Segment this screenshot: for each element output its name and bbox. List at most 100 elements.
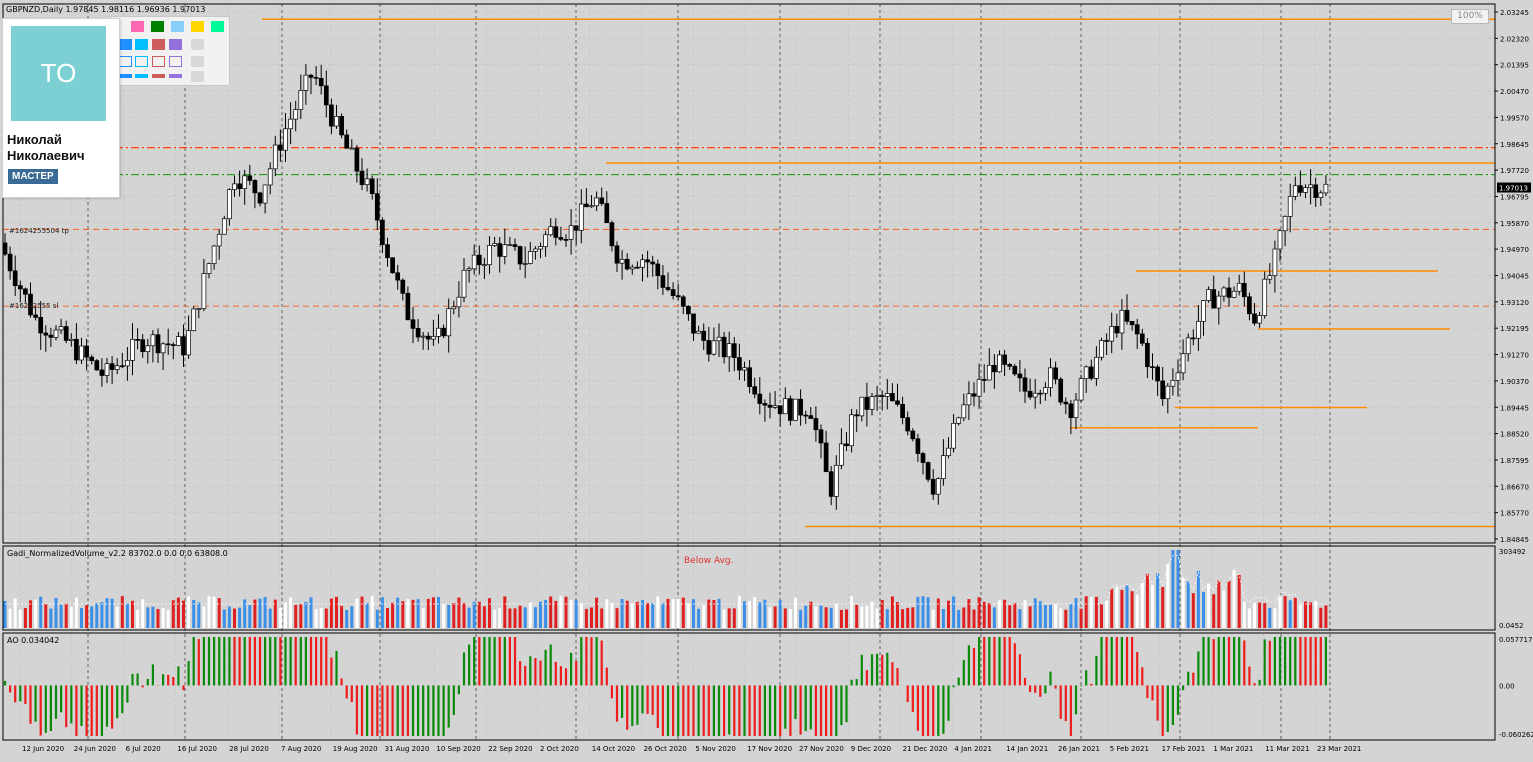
bear-candle (604, 203, 610, 224)
volume-bar (518, 605, 522, 628)
bear-candle (329, 104, 334, 127)
palette-swatch-gold[interactable] (191, 21, 204, 32)
volume-bar (396, 597, 400, 628)
volume-bar (350, 606, 354, 628)
palette-outline-blue[interactable] (119, 56, 132, 67)
bear-candle (1007, 364, 1013, 367)
palette-line-sky[interactable] (135, 74, 148, 78)
zoom-button[interactable]: 100% (1451, 9, 1489, 24)
bear-candle (1058, 378, 1064, 403)
bull-candle (1323, 183, 1329, 194)
volume-bar (115, 606, 119, 628)
palette-swatch-lightblue[interactable] (171, 21, 184, 32)
palette-line-blue[interactable] (119, 74, 132, 78)
palette-outline-purple[interactable] (169, 56, 182, 67)
volume-bar (957, 609, 961, 628)
volume-bar (375, 609, 379, 628)
volume-bar (860, 606, 864, 628)
volume-bar (447, 604, 451, 628)
bull-candle (961, 404, 967, 419)
palette-outline-sky[interactable] (135, 56, 148, 67)
tool-dot-icon[interactable] (191, 39, 204, 50)
bull-candle (227, 189, 232, 220)
bear-candle (33, 314, 38, 318)
volume-bar (564, 596, 568, 628)
bear-candle (737, 357, 742, 371)
volume-bar (8, 608, 12, 628)
volume-bar (452, 602, 456, 628)
volume-bar (1140, 582, 1144, 628)
bear-candle (170, 344, 176, 346)
volume-bar (1191, 593, 1195, 628)
volume-bar (1115, 586, 1119, 628)
volume-bar (651, 603, 655, 628)
price-panel-frame (2, 3, 1496, 544)
palette-line-red[interactable] (152, 74, 165, 78)
volume-bar (161, 607, 165, 628)
volume-bar (748, 600, 752, 628)
volume-bar (1273, 608, 1277, 628)
bear-candle (563, 239, 569, 241)
palette-swatch-purple[interactable] (169, 39, 182, 50)
palette-outline-red[interactable] (152, 56, 165, 67)
volume-bar (23, 608, 27, 628)
bear-candle (614, 245, 620, 264)
volume-bar (18, 609, 22, 628)
axes: 2.03245 2.02320 2.01395 2.00470 1.99570 1.986… (22, 9, 1533, 753)
bear-candle (1124, 309, 1130, 322)
volume-bar (1089, 596, 1093, 628)
palette-swatch-blue[interactable] (119, 39, 132, 50)
bear-candle (864, 396, 870, 410)
volume-bar (778, 600, 782, 628)
bull-candle (1170, 380, 1176, 387)
volume-bar (559, 596, 563, 628)
bear-candle (181, 336, 186, 356)
date-tick-label: 21 Dec 2020 (903, 745, 948, 753)
volume-bar (95, 603, 99, 628)
volume-bar (1130, 591, 1134, 628)
bull-candle (242, 175, 248, 189)
palette-line-purple[interactable] (169, 74, 182, 78)
volume-bar (620, 598, 624, 628)
bull-candle (696, 330, 701, 334)
palette-swatch-mint[interactable] (211, 21, 224, 32)
date-tick-label: 22 Sep 2020 (488, 745, 532, 753)
palette-swatch-green[interactable] (151, 21, 164, 32)
volume-bar (845, 609, 848, 628)
bear-candle (890, 393, 895, 402)
volume-bar (1018, 609, 1022, 628)
volume-bar (406, 599, 410, 628)
trend-tool-icon[interactable] (191, 71, 204, 82)
bear-candle (981, 379, 987, 381)
bear-candle (599, 197, 605, 204)
author-profile-card[interactable]: TO Николай Николаевич МАСТЕР (2, 18, 120, 198)
bull-candle (272, 144, 278, 170)
palette-swatch-sky[interactable] (135, 39, 148, 50)
volume-bar (906, 607, 910, 628)
volume-bar (182, 600, 185, 628)
volume-bar (712, 599, 716, 628)
bear-candle (731, 343, 737, 358)
bear-candle (425, 335, 431, 340)
volume-bar (166, 609, 170, 628)
tool-circle-icon[interactable] (191, 56, 204, 67)
bear-candle (89, 356, 95, 361)
volume-bar (1212, 594, 1216, 628)
bear-candle (691, 313, 696, 334)
bull-candle (548, 226, 554, 236)
volume-bar (804, 605, 808, 628)
bear-candle (28, 293, 33, 316)
bull-candle (221, 218, 227, 235)
bear-candle (23, 288, 28, 295)
bull-candle (267, 168, 273, 186)
bear-candle (1139, 333, 1145, 344)
palette-swatch-red[interactable] (152, 39, 165, 50)
volume-bar (870, 601, 874, 628)
price-tick-label: 1.90370 (1500, 378, 1529, 386)
volume-bar (574, 600, 578, 628)
date-tick-label: 6 Jul 2020 (126, 745, 161, 753)
palette-swatch-pink[interactable] (131, 21, 144, 32)
bear-candle (762, 403, 768, 406)
